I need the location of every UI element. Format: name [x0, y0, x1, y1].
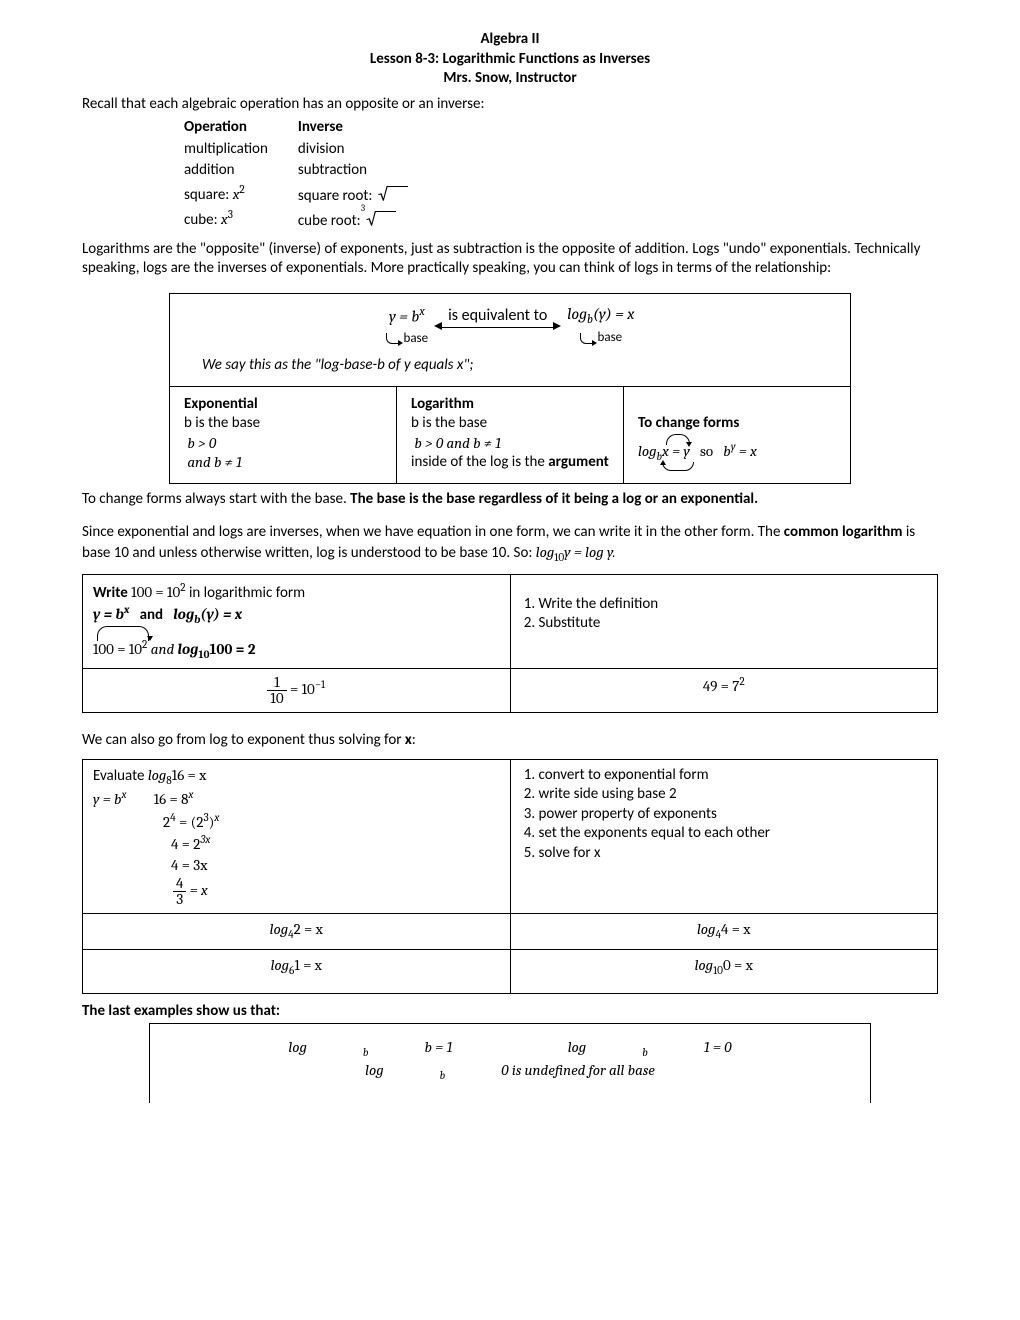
inv-cbrt: cube root: 3√ [298, 208, 436, 232]
op-square: square: x2 [184, 183, 296, 207]
write-log-table: Write 100 = 102 in logarithmic form y = … [82, 574, 938, 714]
ops-head-op: Operation [184, 118, 296, 138]
change-col: To change forms logbx = y so by = x [624, 387, 850, 483]
pronunciation: We say this as the "log-base-b of y equa… [202, 356, 822, 376]
inv-sub: subtraction [298, 161, 436, 181]
list-item: solve for x [539, 844, 928, 864]
definition-box: y = bx base is equivalent to logb(y) = x… [169, 293, 851, 484]
eval-example: Evaluate log816 = x y = bx 16 = 8x 24 = … [83, 759, 511, 914]
exp-col: Exponential b is the base b > 0 and b ≠ … [170, 387, 397, 483]
evaluate-table: Evaluate log816 = x y = bx 16 = 8x 24 = … [82, 759, 938, 994]
equiv-arrow: is equivalent to [442, 304, 553, 329]
table-row: 110 = 10−1 49 = 72 [83, 669, 938, 713]
list-item: Substitute [539, 614, 928, 634]
inv-sqrt: square root: √ [298, 183, 436, 207]
course-title: Algebra II [82, 30, 938, 50]
midline: We can also go from log to exponent thus… [82, 731, 938, 751]
ex-49: 49 = 72 [510, 669, 938, 713]
operations-table: Operation Inverse multiplication divisio… [182, 116, 438, 234]
table-row: log61 = x log100 = x [83, 950, 938, 994]
rule-logb-1: logb1 = 0 [540, 1038, 760, 1056]
ops-head-inv: Inverse [298, 118, 436, 138]
table-row: multiplication division [184, 140, 436, 160]
table-row: square: x2 square root: √ [184, 183, 436, 207]
common-log-para: Since exponential and logs are inverses,… [82, 523, 938, 565]
list-item: convert to exponential form [539, 766, 928, 786]
list-item: Write the definition [539, 595, 928, 615]
list-item: write side using base 2 [539, 785, 928, 805]
ex-1over10: 110 = 10−1 [83, 669, 511, 713]
recall-text: Recall that each algebraic operation has… [82, 95, 938, 115]
conclusion: The last examples show us that: [82, 1002, 938, 1022]
write-steps: Write the definition Substitute [510, 574, 938, 669]
op-cube: cube: x3 [184, 208, 296, 232]
table-row: addition subtraction [184, 161, 436, 181]
rule-logb-0: logb0 is undefined for all base [337, 1061, 683, 1079]
inv-div: division [298, 140, 436, 160]
table-row: Write 100 = 102 in logarithmic form y = … [83, 574, 938, 669]
op-mul: multiplication [184, 140, 296, 160]
ex-log6-1: log61 = x [83, 950, 511, 994]
table-row: log42 = x log44 = x [83, 914, 938, 950]
eval-steps: convert to exponential form write side u… [510, 759, 938, 914]
after-box-note: To change forms always start with the ba… [82, 490, 938, 510]
op-add: addition [184, 161, 296, 181]
ex-log4-4: log44 = x [510, 914, 938, 950]
list-item: power property of exponents [539, 805, 928, 825]
table-row: cube: x3 cube root: 3√ [184, 208, 436, 232]
exp-form: y = bx base [386, 304, 429, 349]
log-form: logb(y) = x base [567, 304, 634, 349]
list-item: set the exponents equal to each other [539, 824, 928, 844]
write-example: Write 100 = 102 in logarithmic form y = … [83, 574, 511, 669]
rules-box: logbb = 1 logb1 = 0 logb0 is undefined f… [149, 1023, 871, 1103]
ex-log10-0: log100 = x [510, 950, 938, 994]
table-row: Evaluate log816 = x y = bx 16 = 8x 24 = … [83, 759, 938, 914]
ex-log4-2: log42 = x [83, 914, 511, 950]
log-col: Logarithm b is the base b > 0 and b ≠ 1 … [397, 387, 624, 483]
rule-logb-b: logbb = 1 [260, 1038, 480, 1056]
instructor: Mrs. Snow, Instructor [82, 69, 938, 89]
lesson-title: Lesson 8-3: Logarithmic Functions as Inv… [82, 50, 938, 70]
intro-para: Logarithms are the "opposite" (inverse) … [82, 240, 938, 279]
